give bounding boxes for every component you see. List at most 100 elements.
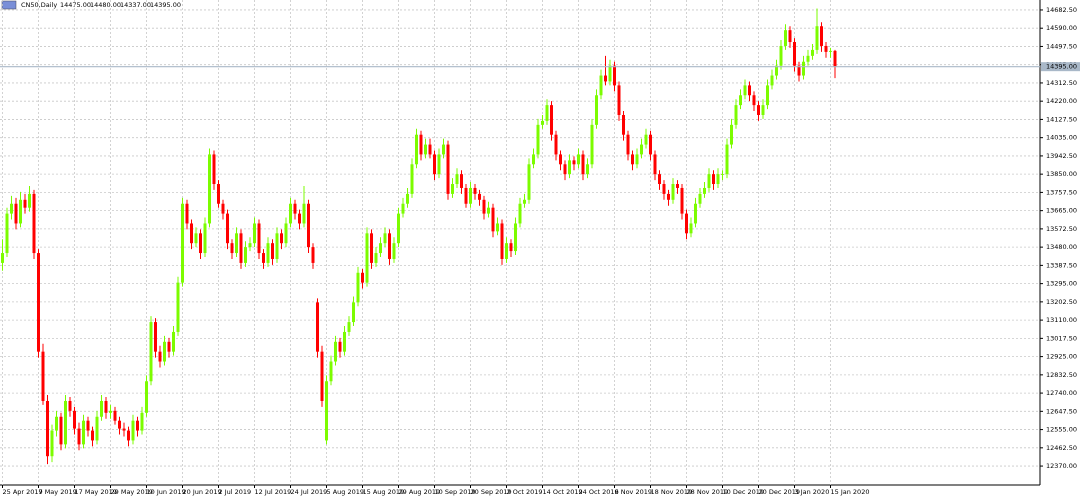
candle-body — [536, 124, 540, 155]
candle-body — [784, 30, 787, 46]
candle-body — [302, 203, 306, 224]
candle-body — [473, 187, 477, 194]
candle-body — [68, 400, 72, 411]
x-tick-label: 2 Jul 2019 — [219, 488, 252, 496]
candle-body — [329, 361, 333, 382]
candle-body — [568, 160, 571, 175]
candle-body — [487, 207, 490, 214]
candle-body — [158, 351, 162, 362]
candle-body — [46, 400, 49, 457]
y-tick-label: 12370.00 — [1046, 462, 1077, 470]
candle-body — [118, 420, 121, 429]
y-tick-label: 13942.50 — [1046, 152, 1077, 160]
candle-body — [5, 213, 9, 254]
candle-body — [590, 124, 594, 165]
y-tick-label: 12740.00 — [1046, 389, 1077, 397]
candle-body — [244, 247, 247, 263]
y-tick-label: 13665.00 — [1046, 207, 1077, 215]
x-tick-label: 10 Dec 2019 — [723, 488, 765, 496]
candle-body — [829, 50, 832, 52]
x-tick-label: 6 Nov 2019 — [615, 488, 653, 496]
candle-body — [64, 400, 67, 445]
y-tick-label: 14220.00 — [1046, 97, 1077, 105]
candle-body — [505, 243, 508, 259]
candle-body — [428, 144, 432, 155]
candle-body — [136, 420, 139, 431]
y-tick-label: 14127.50 — [1046, 115, 1077, 123]
x-tick-label: 20 Sep 2019 — [471, 488, 512, 496]
candle-body — [811, 49, 814, 56]
candle-body — [478, 193, 481, 200]
candle-body — [626, 134, 630, 155]
candle-body — [1, 253, 4, 263]
candle-body — [635, 154, 639, 165]
candle-body — [806, 55, 810, 62]
y-tick-label: 14590.00 — [1046, 24, 1077, 32]
candle-body — [262, 253, 265, 263]
candle-body — [257, 223, 261, 254]
candle-body — [293, 203, 297, 214]
candle-body — [145, 381, 148, 413]
candle-body — [370, 233, 373, 263]
candle-body — [496, 223, 499, 232]
candle-body — [149, 322, 153, 382]
candle-body — [86, 420, 90, 431]
candle-body — [167, 341, 171, 352]
candle-body — [226, 213, 229, 244]
candle-body — [374, 253, 378, 263]
candle-body — [41, 351, 45, 401]
y-tick-label: 13110.00 — [1046, 316, 1077, 324]
candle-body — [316, 302, 319, 352]
candle-body — [442, 144, 445, 155]
candle-body — [653, 154, 657, 175]
candle-body — [325, 381, 328, 441]
candle-body — [383, 233, 387, 244]
candle-body — [433, 154, 436, 175]
x-tick-label: 15 Aug 2019 — [363, 488, 405, 496]
candle-body — [788, 30, 792, 43]
candle-body — [190, 223, 193, 244]
candle-body — [455, 174, 459, 185]
candle-body — [604, 75, 607, 82]
candle-body — [446, 144, 450, 194]
candle-body — [676, 184, 679, 188]
symbol-icon — [1, 0, 17, 10]
x-tick-label: 2 Oct 2019 — [507, 488, 543, 496]
x-tick-label: 5 Aug 2019 — [327, 488, 365, 496]
candle-body — [698, 193, 702, 204]
candle-body — [437, 154, 441, 175]
candle-body — [550, 105, 553, 135]
candle-body — [194, 233, 198, 244]
candle-body — [73, 410, 76, 429]
x-tick-label: 25 Apr 2019 — [3, 488, 43, 496]
quote-label: 14475.00 — [60, 1, 91, 9]
candle-body — [527, 164, 531, 200]
candle-body — [208, 154, 211, 224]
y-tick-label: 13480.00 — [1046, 243, 1077, 251]
candle-body — [694, 203, 697, 224]
candle-body — [716, 174, 720, 185]
candle-body — [59, 416, 63, 445]
candle-body — [352, 302, 355, 323]
candle-body — [721, 174, 724, 175]
candle-body — [820, 26, 823, 46]
candle-body — [131, 420, 135, 441]
candle-body — [797, 65, 801, 76]
candle-body — [469, 187, 472, 204]
y-tick-label: 13850.00 — [1046, 170, 1077, 178]
x-tick-label: 12 Jul 2019 — [255, 488, 292, 496]
candle-body — [500, 223, 504, 259]
y-tick-label: 12925.00 — [1046, 353, 1077, 361]
candle-body — [235, 233, 238, 254]
candle-body — [82, 420, 85, 445]
candle-body — [815, 26, 819, 50]
candle-body — [658, 174, 661, 185]
chart-title: CN50,Daily — [21, 1, 57, 9]
candle-body — [28, 193, 31, 208]
candle-body — [401, 203, 405, 214]
x-tick-label: 7 May 2019 — [39, 488, 77, 496]
candle-body — [230, 243, 234, 254]
candle-body — [523, 199, 526, 204]
candle-body — [833, 50, 837, 67]
candle-body — [280, 233, 283, 244]
